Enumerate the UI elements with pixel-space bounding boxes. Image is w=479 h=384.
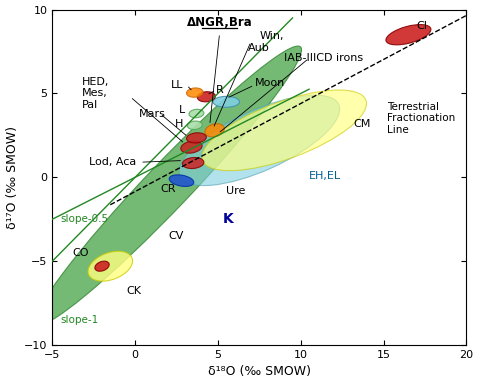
Ellipse shape [186,88,203,97]
Ellipse shape [386,25,431,45]
Ellipse shape [181,141,202,153]
Text: IAB-IIICD irons: IAB-IIICD irons [284,53,364,63]
Ellipse shape [186,133,206,143]
X-axis label: δ¹⁸O (‰ SMOW): δ¹⁸O (‰ SMOW) [208,366,311,379]
Text: CV: CV [168,231,183,241]
Text: ΔNGR,Bra: ΔNGR,Bra [187,17,252,30]
Text: slope-0.5: slope-0.5 [61,214,109,224]
Y-axis label: δ¹⁷O (‰ SMOW): δ¹⁷O (‰ SMOW) [6,126,19,229]
Text: Moon: Moon [254,78,285,88]
Ellipse shape [179,95,340,185]
Ellipse shape [205,124,224,137]
Text: Aub: Aub [248,43,270,53]
Ellipse shape [35,46,302,325]
Text: Lod, Aca: Lod, Aca [89,157,136,167]
Text: Ure: Ure [226,186,246,196]
Text: Terrestrial
Fractionation
Line: Terrestrial Fractionation Line [387,102,455,135]
Ellipse shape [213,96,240,107]
Ellipse shape [202,90,366,170]
Ellipse shape [169,175,194,187]
Text: CM: CM [354,119,371,129]
Text: R: R [217,85,224,95]
Text: Win,: Win, [259,31,284,41]
Ellipse shape [182,157,204,169]
Ellipse shape [95,261,109,271]
Text: K: K [223,212,234,226]
Text: H: H [175,119,183,129]
Text: CI: CI [417,22,428,31]
Ellipse shape [189,109,204,118]
Text: HED,
Mes,
Pal: HED, Mes, Pal [82,77,110,110]
Text: slope-1: slope-1 [61,315,99,325]
Text: CR: CR [160,184,175,194]
Text: CK: CK [127,286,142,296]
Ellipse shape [187,121,202,129]
Text: L: L [179,105,185,115]
Text: Mars: Mars [138,109,165,119]
Text: CO: CO [72,248,89,258]
Ellipse shape [88,251,133,281]
Ellipse shape [197,92,216,102]
Text: EH,EL: EH,EL [309,170,341,180]
Text: LL: LL [171,80,183,90]
